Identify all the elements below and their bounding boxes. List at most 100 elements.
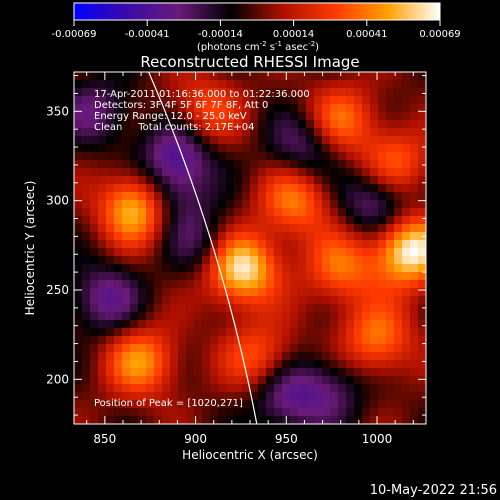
heatmap-cell: [370, 344, 379, 353]
x-tick-labels: 850 900 950 1000: [93, 432, 392, 446]
heatmap-cell: [338, 416, 347, 424]
heatmap-cell: [122, 120, 131, 129]
heatmap-cell: [122, 72, 131, 81]
heatmap-cell: [114, 128, 123, 137]
heatmap-cell: [298, 184, 307, 193]
heatmap-cell: [394, 200, 403, 209]
heatmap-cell: [258, 176, 267, 185]
heatmap-cell: [346, 320, 355, 329]
heatmap-cell: [354, 280, 363, 289]
heatmap-cell: [74, 88, 83, 97]
heatmap-cell: [210, 368, 219, 377]
heatmap-cell: [234, 72, 243, 81]
heatmap-cell: [378, 296, 387, 305]
heatmap-cell: [394, 280, 403, 289]
heatmap-cell: [402, 392, 411, 401]
heatmap-cell: [274, 232, 283, 241]
heatmap-cell: [90, 120, 99, 129]
heatmap-cell: [242, 192, 251, 201]
heatmap-cell: [282, 160, 291, 169]
heatmap-cell: [330, 352, 339, 361]
heatmap-cell: [202, 200, 211, 209]
heatmap-cell: [162, 328, 171, 337]
heatmap-cell: [354, 368, 363, 377]
heatmap-cell: [146, 240, 155, 249]
heatmap-cell: [274, 96, 283, 105]
heatmap-cell: [306, 208, 315, 217]
heatmap-cell: [386, 112, 395, 121]
heatmap-cell: [154, 248, 163, 257]
heatmap-cell: [362, 376, 371, 385]
heatmap-cell: [194, 160, 203, 169]
heatmap-cell: [170, 72, 179, 81]
heatmap-cell: [362, 80, 371, 89]
heatmap-cell: [346, 112, 355, 121]
heatmap-cell: [250, 88, 259, 97]
heatmap-cell: [290, 264, 299, 273]
heatmap-cell: [274, 160, 283, 169]
heatmap-cell: [282, 320, 291, 329]
heatmap-cell: [98, 344, 107, 353]
heatmap-cell: [338, 328, 347, 337]
heatmap-cell: [146, 120, 155, 129]
heatmap-cell: [242, 88, 251, 97]
heatmap-cell: [114, 208, 123, 217]
heatmap-cell: [298, 216, 307, 225]
heatmap-cell: [210, 224, 219, 233]
heatmap-cell: [242, 256, 251, 265]
heatmap-cell: [178, 104, 187, 113]
heatmap-cell: [362, 248, 371, 257]
heatmap-cell: [282, 184, 291, 193]
heatmap-cell: [90, 136, 99, 145]
heatmap-cell: [114, 184, 123, 193]
heatmap-cell: [274, 152, 283, 161]
heatmap-cell: [106, 384, 115, 393]
heatmap-cell: [306, 136, 315, 145]
heatmap-cell: [226, 160, 235, 169]
heatmap-cell: [322, 344, 331, 353]
heatmap-cell: [106, 344, 115, 353]
heatmap-cell: [226, 104, 235, 113]
heatmap-cell: [114, 144, 123, 153]
heatmap-cell: [170, 152, 179, 161]
heatmap-cell: [330, 408, 339, 417]
heatmap-cell: [354, 128, 363, 137]
heatmap-cell: [298, 344, 307, 353]
heatmap-cell: [162, 152, 171, 161]
heatmap-cell: [330, 160, 339, 169]
heatmap-cell: [234, 232, 243, 241]
heatmap-cell: [298, 104, 307, 113]
heatmap-cell: [170, 392, 179, 401]
heatmap-cell: [402, 360, 411, 369]
heatmap-cell: [130, 208, 139, 217]
heatmap-cell: [354, 336, 363, 345]
heatmap-cell: [130, 344, 139, 353]
heatmap-cell: [290, 256, 299, 265]
heatmap-cell: [330, 288, 339, 297]
heatmap-cell: [290, 392, 299, 401]
heatmap-cell: [354, 80, 363, 89]
heatmap-cell: [146, 96, 155, 105]
y-axis-label: Heliocentric Y (arcsec): [23, 181, 37, 316]
heatmap-cell: [194, 280, 203, 289]
heatmap-cell: [242, 264, 251, 273]
heatmap-cell: [338, 384, 347, 393]
heatmap-cell: [162, 408, 171, 417]
heatmap-cell: [306, 320, 315, 329]
heatmap-cell: [346, 376, 355, 385]
heatmap-cell: [418, 312, 426, 321]
heatmap-cell: [106, 408, 115, 417]
heatmap-cell: [362, 176, 371, 185]
heatmap-cell: [202, 400, 211, 409]
heatmap-cell: [410, 360, 419, 369]
heatmap-cell: [234, 272, 243, 281]
heatmap-cell: [114, 288, 123, 297]
heatmap-cell: [274, 320, 283, 329]
heatmap-cell: [314, 296, 323, 305]
heatmap-cell: [186, 336, 195, 345]
heatmap-cell: [298, 128, 307, 137]
heatmap-cell: [194, 304, 203, 313]
heatmap-cell: [90, 392, 99, 401]
heatmap-cell: [218, 96, 227, 105]
heatmap-cell: [90, 216, 99, 225]
